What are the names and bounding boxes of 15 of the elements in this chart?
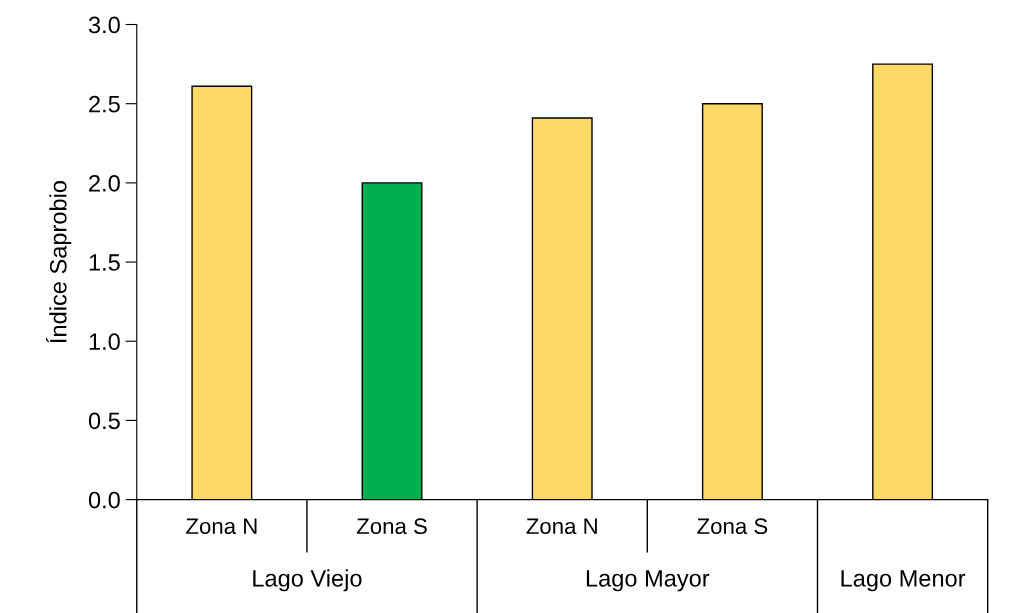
y-tick-label: 0.0: [88, 491, 120, 509]
y-tick-label: 2.0: [89, 174, 120, 192]
x-tick-label: Zona S: [356, 518, 427, 535]
y-tick-label: 3.0: [88, 16, 120, 34]
text: Lago Mayor: [586, 570, 710, 592]
x-tick-label: Zona N: [526, 518, 597, 535]
y-tick-label: 0.5: [88, 412, 120, 430]
text: Lago Viejo: [253, 569, 362, 592]
x-tick-label: Zona N: [186, 518, 257, 535]
x-tick-label: Zona S: [697, 518, 768, 535]
text: Lago Menor: [841, 570, 966, 592]
y-axis-title: Índice Saprobio: [45, 181, 72, 343]
y-tick-label: 2.5: [89, 95, 120, 113]
y-tick-label: 1.0: [89, 333, 120, 351]
y-tick-label: 1.5: [89, 254, 120, 271]
